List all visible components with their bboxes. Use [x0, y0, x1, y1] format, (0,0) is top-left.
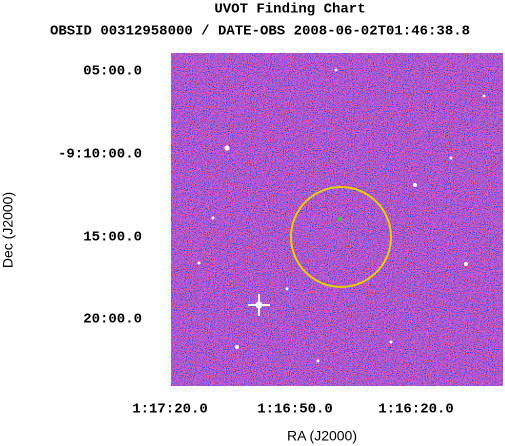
- y-axis-label: Dec (J2000): [0, 192, 16, 268]
- y-tick-label: 20:00.0: [83, 312, 142, 328]
- y-tick-label: 05:00.0: [83, 64, 142, 80]
- y-tick-label: 15:00.0: [83, 230, 142, 246]
- x-tick-label: 1:16:50.0: [257, 402, 333, 418]
- x-tick-label: 1:17:20.0: [132, 402, 208, 418]
- title: UVOT Finding Chart: [214, 2, 365, 18]
- x-tick-label: 1:16:20.0: [378, 402, 454, 418]
- sky-image: [171, 53, 503, 386]
- subtitle: OBSID 00312958000 / DATE-OBS 2008-06-02T…: [50, 24, 470, 40]
- x-axis-label: RA (J2000): [287, 428, 357, 444]
- y-tick-label: -9:10:00.0: [58, 147, 142, 163]
